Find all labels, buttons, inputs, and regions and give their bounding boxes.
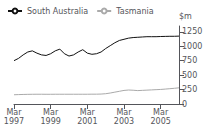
svg-text:1999: 1999 <box>40 117 60 126</box>
svg-text:1997: 1997 <box>4 117 24 126</box>
svg-text:2001: 2001 <box>77 117 97 126</box>
svg-text:Mar: Mar <box>6 108 22 117</box>
svg-text:2003: 2003 <box>114 117 134 126</box>
svg-text:Mar: Mar <box>43 108 59 117</box>
svg-text:Mar: Mar <box>80 108 96 117</box>
svg-text:2005: 2005 <box>150 117 170 126</box>
svg-text:0: 0 <box>182 100 187 109</box>
svg-text:500: 500 <box>182 71 197 80</box>
svg-text:750: 750 <box>182 56 197 65</box>
svg-text:$m: $m <box>179 12 192 21</box>
svg-text:1000: 1000 <box>182 42 202 51</box>
svg-text:1250: 1250 <box>182 27 202 36</box>
svg-text:Mar: Mar <box>153 108 169 117</box>
svg-text:250: 250 <box>182 85 197 94</box>
svg-text:Mar: Mar <box>116 108 132 117</box>
svg-text:Tasmania: Tasmania <box>115 7 154 16</box>
svg-text:South Australia: South Australia <box>27 7 88 16</box>
